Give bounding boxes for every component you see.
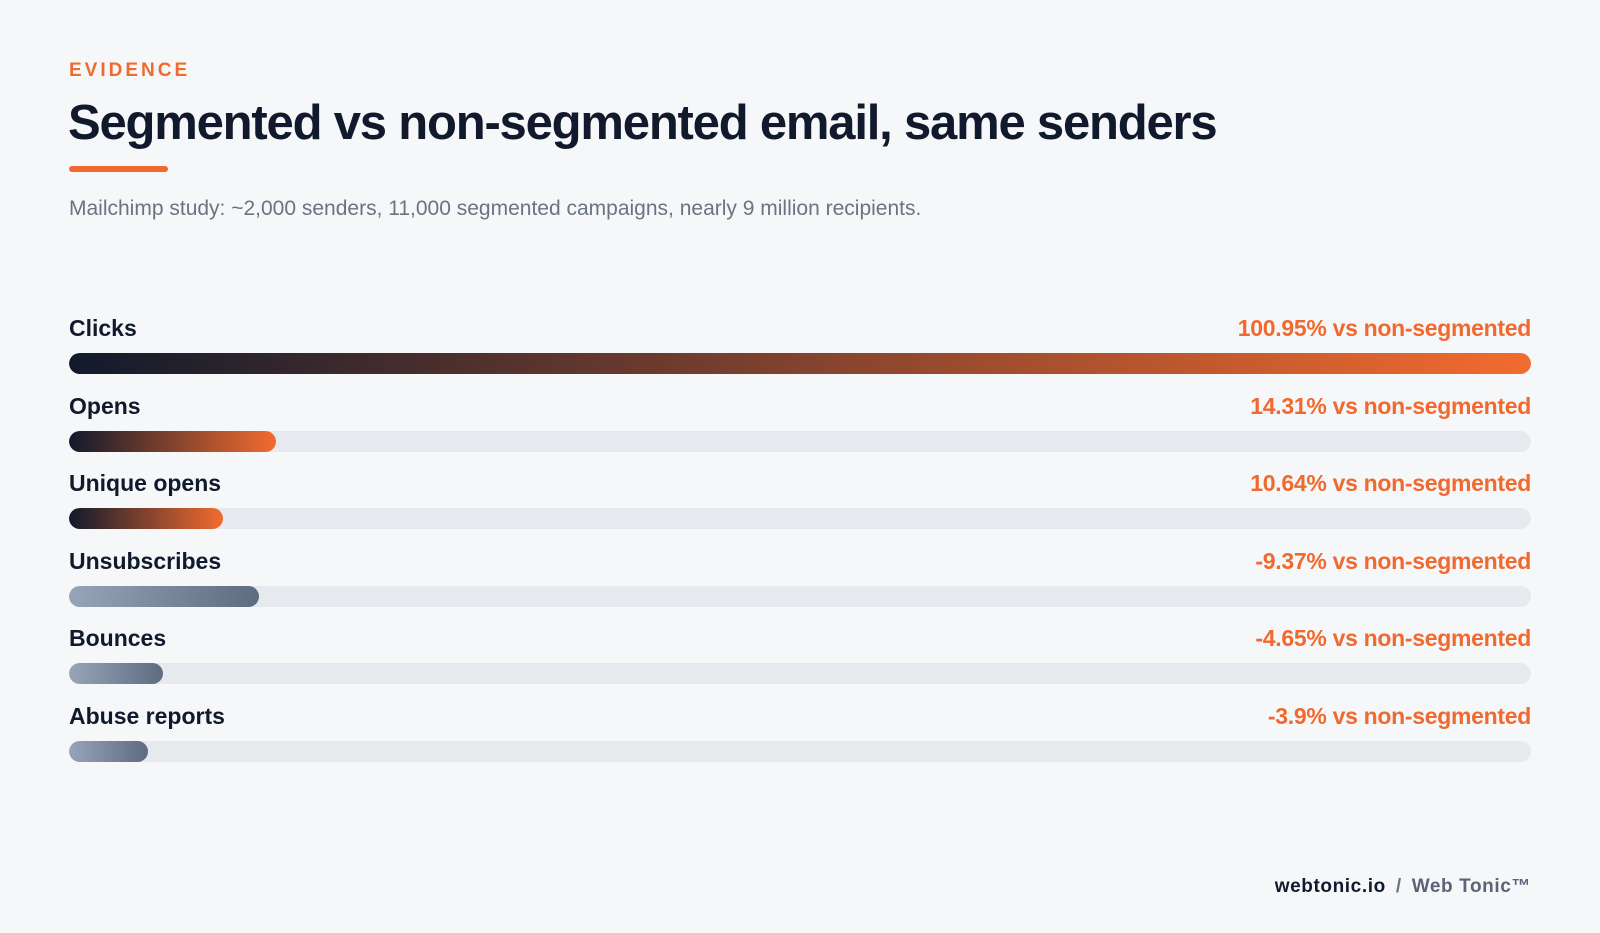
footer-brand: Web Tonic™	[1411, 876, 1531, 897]
bar-negative	[69, 663, 163, 684]
bar-category-label: Bounces	[69, 625, 167, 651]
chart-row: Unsubscribes -9.37% vs non-segmented	[69, 546, 1531, 624]
bar-positive	[69, 508, 223, 529]
eyebrow-label: EVIDENCE	[69, 60, 191, 81]
bar-negative	[69, 740, 148, 762]
bar-value-label: 100.95% vs non-segmented	[1237, 315, 1532, 341]
bar-positive	[69, 353, 1531, 374]
chart-row: Opens 14.31% vs non-segmented	[69, 391, 1531, 469]
bar-track	[69, 508, 1531, 529]
bar-category-label: Unsubscribes	[69, 547, 222, 574]
bar-value-label: 14.31% vs non-segmented	[1250, 392, 1531, 419]
title-accent-rule	[69, 166, 168, 172]
bar-track	[69, 663, 1531, 684]
page-title: Segmented vs non-segmented email, same s…	[68, 96, 1218, 150]
bar-value-label: -9.37% vs non-segmented	[1255, 547, 1531, 574]
chart-row: Clicks 100.95% vs non-segmented	[69, 313, 1531, 391]
bar-value-label: -3.9% vs non-segmented	[1267, 702, 1531, 729]
chart-row: Abuse reports -3.9% vs non-segmented	[69, 701, 1531, 779]
bar-negative	[69, 585, 259, 607]
bar-value-label: 10.64% vs non-segmented	[1250, 470, 1531, 496]
bar-positive	[69, 430, 276, 452]
bar-category-label: Abuse reports	[69, 702, 225, 729]
chart-row: Bounces -4.65% vs non-segmented	[69, 623, 1531, 701]
bar-category-label: Unique opens	[69, 470, 222, 496]
footer-separator: /	[1395, 876, 1402, 897]
bar-chart: Clicks 100.95% vs non-segmented Opens 14.31…	[69, 313, 1531, 778]
page-subtitle: Mailchimp study: ~2,000 senders, 11,000 …	[69, 197, 922, 220]
bar-category-label: Clicks	[69, 315, 137, 341]
bar-track	[69, 585, 1531, 607]
bar-category-label: Opens	[69, 392, 141, 419]
bar-value-label: -4.65% vs non-segmented	[1255, 625, 1531, 651]
footer-site: webtonic.io	[1274, 876, 1386, 897]
footer-credit: webtonic.io / Web Tonic™	[1275, 876, 1531, 898]
bar-track	[69, 430, 1531, 452]
bar-track	[69, 353, 1531, 374]
bar-track	[69, 740, 1531, 762]
chart-row: Unique opens 10.64% vs non-segmented	[69, 468, 1531, 546]
